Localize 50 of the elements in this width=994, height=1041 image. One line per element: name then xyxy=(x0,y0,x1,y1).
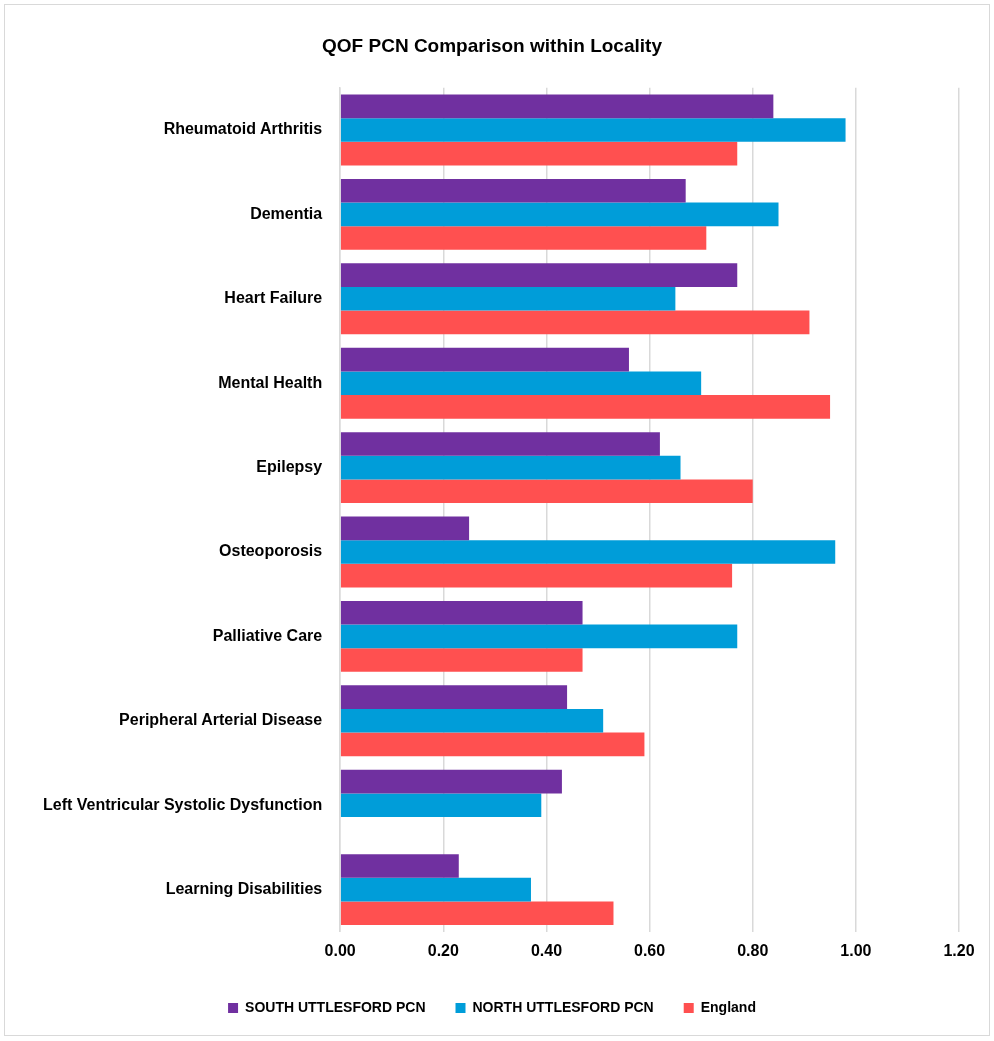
bar xyxy=(340,94,774,119)
bar xyxy=(340,516,470,541)
bar xyxy=(340,395,831,419)
bar xyxy=(340,371,702,396)
y-tick-label: Palliative Care xyxy=(212,626,323,644)
bar xyxy=(340,624,738,649)
bar xyxy=(340,793,542,818)
y-tick-label: Dementia xyxy=(250,204,323,222)
bar xyxy=(340,310,810,335)
x-tick-label: 0.20 xyxy=(427,941,459,959)
y-tick-label: Peripheral Arterial Disease xyxy=(119,711,323,729)
y-tick-label: Epilepsy xyxy=(256,458,323,476)
x-tick-label: 1.20 xyxy=(943,941,975,959)
bar xyxy=(340,118,846,142)
bar xyxy=(340,226,707,250)
bar xyxy=(340,286,676,311)
y-tick-label: Osteoporosis xyxy=(219,542,323,560)
legend-label: NORTH UTTLESFORD PCN xyxy=(472,998,654,1015)
bar xyxy=(340,685,568,709)
x-tick-label: 1.00 xyxy=(840,941,872,959)
y-tick-label: Learning Disabilities xyxy=(165,880,323,898)
bar xyxy=(340,854,459,878)
x-tick-label: 0.80 xyxy=(737,941,769,959)
y-tick-label: Rheumatoid Arthritis xyxy=(163,120,323,138)
bar xyxy=(340,347,629,372)
bar xyxy=(340,600,583,625)
legend-label: SOUTH UTTLESFORD PCN xyxy=(245,998,426,1015)
legend-label: England xyxy=(700,998,756,1015)
x-tick-label: 0.00 xyxy=(324,941,356,959)
bar xyxy=(340,769,562,794)
bar xyxy=(340,901,614,926)
bar xyxy=(340,432,660,456)
chart-title: QOF PCN Comparison within Locality xyxy=(322,34,663,56)
bar xyxy=(340,479,753,504)
bar xyxy=(340,877,531,902)
bar xyxy=(340,708,604,733)
x-tick-label: 0.60 xyxy=(634,941,666,959)
bar xyxy=(340,563,733,588)
bar xyxy=(340,455,681,480)
bar xyxy=(340,178,686,203)
bar xyxy=(340,648,583,672)
y-tick-label: Left Ventricular Systolic Dysfunction xyxy=(43,795,323,813)
y-tick-label: Mental Health xyxy=(218,373,323,391)
y-tick-label: Heart Failure xyxy=(224,289,323,307)
bar xyxy=(340,202,779,227)
bar xyxy=(340,263,738,287)
x-tick-label: 0.40 xyxy=(530,941,563,959)
bar xyxy=(340,540,836,564)
bar xyxy=(340,732,645,757)
bar xyxy=(340,141,738,166)
